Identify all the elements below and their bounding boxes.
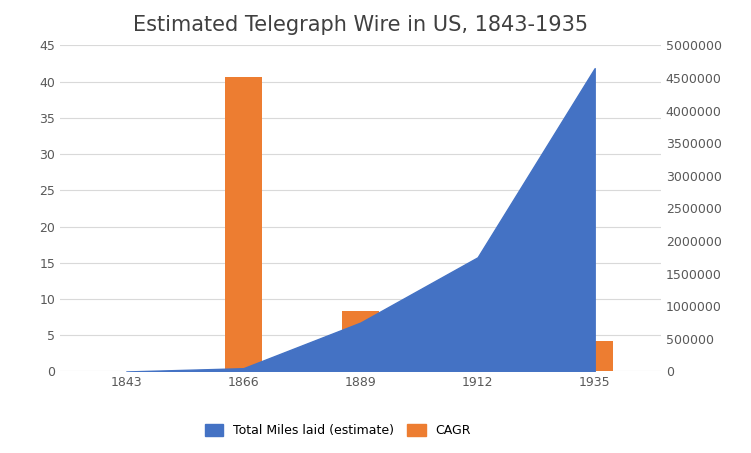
Legend: Total Miles laid (estimate), CAGR: Total Miles laid (estimate), CAGR <box>200 419 476 442</box>
Bar <box>342 311 379 371</box>
Bar <box>460 335 496 371</box>
Bar <box>225 77 261 371</box>
Bar <box>576 341 613 371</box>
Title: Estimated Telegraph Wire in US, 1843-1935: Estimated Telegraph Wire in US, 1843-193… <box>133 15 588 35</box>
